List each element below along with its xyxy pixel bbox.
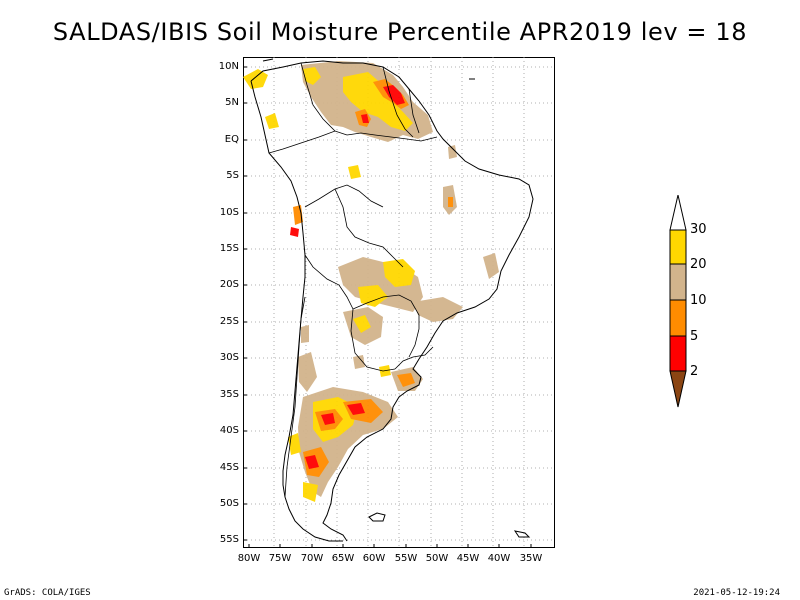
lat-label: 15S [219, 243, 239, 254]
lon-label: 80W [237, 553, 261, 564]
legend-swatch-5-10 [669, 299, 687, 337]
lat-label: 40S [219, 425, 239, 436]
lat-label: 5N [225, 97, 239, 108]
lon-label: 60W [362, 553, 386, 564]
lon-label: 75W [268, 553, 292, 564]
legend-label: 30 [690, 222, 707, 237]
lat-label: 20S [219, 279, 239, 290]
lon-label: 35W [519, 553, 543, 564]
legend-label: 20 [690, 257, 707, 272]
map-panel: 10N 5N EQ 5S 10S 15S 20S 25S 30S 35S 40S… [219, 57, 555, 564]
lat-label: EQ [224, 134, 239, 145]
lat-label: 10S [219, 207, 239, 218]
color-legend: 30 20 10 5 2 [668, 195, 728, 410]
legend-label: 5 [690, 329, 699, 344]
lat-label: 50S [219, 498, 239, 509]
footer-credit: GrADS: COLA/IGES [4, 588, 91, 598]
axis-ticks [243, 66, 532, 548]
footer-timestamp: 2021-05-12-19:24 [693, 588, 780, 598]
lat-label: 55S [219, 534, 239, 545]
lon-label: 55W [394, 553, 418, 564]
borders [268, 62, 438, 498]
legend-swatch-20-30 [669, 229, 687, 265]
legend-label: 2 [690, 364, 699, 379]
lat-label: 5S [226, 170, 239, 181]
lon-label: 40W [487, 553, 511, 564]
lon-label: 70W [300, 553, 324, 564]
map-canvas [243, 57, 555, 548]
lat-label: 45S [219, 462, 239, 473]
lat-label: 35S [219, 389, 239, 400]
legend-swatch-above-30 [669, 195, 687, 231]
legend-label: 10 [690, 293, 707, 308]
lat-label: 25S [219, 316, 239, 327]
map-title: SALDAS/IBIS Soil Moisture Percentile APR… [52, 18, 748, 46]
legend-colorbar [669, 195, 687, 408]
legend-swatch-below-2 [669, 370, 687, 408]
legend-swatch-2-5 [669, 335, 687, 372]
lon-label: 50W [425, 553, 449, 564]
lat-label: 10N [218, 61, 239, 72]
lat-label: 30S [219, 352, 239, 363]
percentile-shading [243, 61, 499, 502]
legend-swatch-10-20 [669, 263, 687, 301]
lon-label: 45W [456, 553, 480, 564]
lon-label: 65W [331, 553, 355, 564]
